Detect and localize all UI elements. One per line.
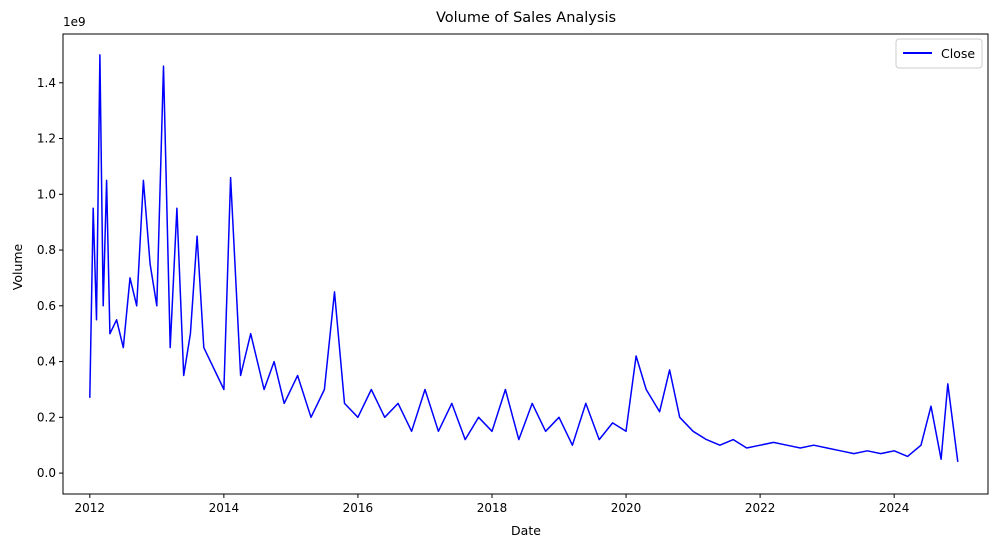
- y-tick-label: 1.2: [37, 132, 56, 146]
- y-tick-label: 1.4: [37, 76, 56, 90]
- x-axis-label: Date: [511, 523, 541, 538]
- plot-frame: [62, 33, 989, 495]
- y-tick-label: 0.8: [37, 243, 56, 257]
- y-ticks: 0.0 0.2 0.4 0.6 0.8 1.0 1.2 1.4: [37, 76, 63, 480]
- legend: Close: [895, 38, 983, 69]
- x-tick-label: 2024: [879, 501, 910, 515]
- x-tick-label: 2020: [611, 501, 642, 515]
- x-tick-label: 2016: [343, 501, 374, 515]
- x-tick-label: 2012: [75, 501, 106, 515]
- legend-box: [895, 38, 983, 69]
- chart-title: Volume of Sales Analysis: [436, 10, 616, 26]
- legend-label-close: Close: [941, 46, 975, 61]
- y-tick-label: 0.6: [37, 299, 56, 313]
- series-layer: [89, 54, 959, 462]
- y-tick-label: 1.0: [37, 187, 56, 201]
- x-tick-label: 2022: [745, 501, 776, 515]
- chart-offset-text: 1e9: [63, 15, 86, 29]
- x-tick-label: 2018: [477, 501, 508, 515]
- series-line-close: [89, 54, 959, 462]
- x-tick-label: 2014: [209, 501, 240, 515]
- y-tick-label: 0.2: [37, 410, 56, 424]
- y-tick-label: 0.4: [37, 355, 56, 369]
- y-axis-label: Volume: [10, 243, 25, 290]
- plot-area: 2012 2014 2016 2018 2020 2022 2024 0.00.20.40.…: [37, 33, 989, 515]
- x-ticks: 2012 2014 2016 2018 2020 2022 2024: [75, 494, 910, 515]
- y-tick-label: 0.0: [37, 466, 56, 480]
